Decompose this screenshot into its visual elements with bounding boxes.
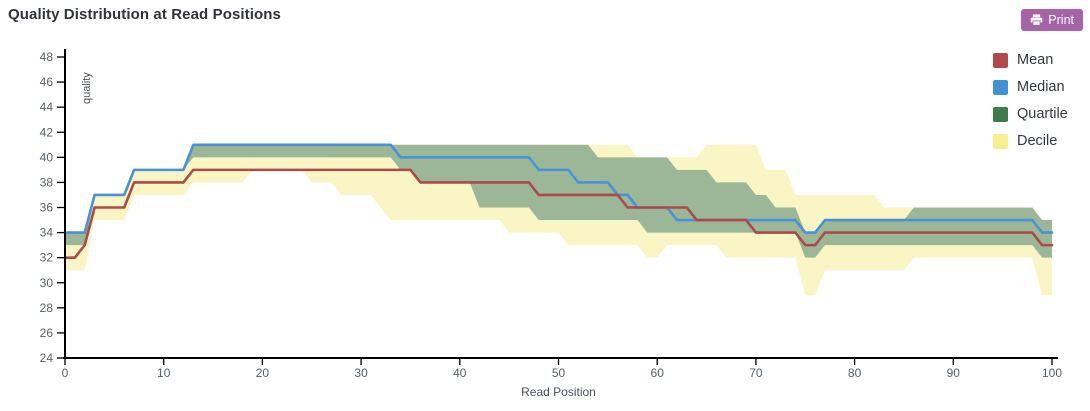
- x-tick-label: 100: [1042, 366, 1062, 380]
- quartile-band: [65, 144, 1052, 258]
- x-tick-label: 40: [453, 366, 467, 380]
- y-tick-label: 38: [40, 175, 54, 189]
- y-tick-label: 40: [40, 150, 54, 164]
- legend-label: Mean: [1017, 52, 1054, 68]
- y-axis-title: quality: [81, 72, 93, 104]
- y-tick-label: 34: [40, 226, 54, 240]
- print-button-label: Print: [1048, 13, 1074, 27]
- x-tick-label: 50: [552, 366, 566, 380]
- x-tick-label: 60: [651, 366, 665, 380]
- x-tick-label: 70: [749, 366, 763, 380]
- page-title: Quality Distribution at Read Positions: [8, 6, 281, 23]
- x-tick-label: 10: [157, 366, 171, 380]
- legend-item-mean[interactable]: Mean: [993, 53, 1068, 68]
- legend-label: Decile: [1017, 133, 1058, 149]
- x-axis-title: Read Position: [521, 385, 596, 399]
- legend-item-quartile[interactable]: Quartile: [993, 107, 1068, 122]
- y-tick-label: 32: [40, 251, 54, 265]
- x-tick-label: 20: [256, 366, 270, 380]
- y-tick-label: 28: [40, 301, 54, 315]
- print-button[interactable]: Print: [1021, 9, 1083, 31]
- y-tick-label: 26: [40, 326, 54, 340]
- y-tick-label: 24: [40, 351, 54, 365]
- legend-swatch-quartile: [993, 107, 1008, 122]
- x-tick-label: 0: [62, 366, 69, 380]
- y-tick-label: 48: [40, 50, 54, 64]
- x-tick-label: 90: [947, 366, 961, 380]
- mean-line: [63, 168, 1054, 259]
- y-tick-label: 36: [40, 201, 54, 215]
- legend-swatch-decile: [993, 134, 1008, 149]
- legend-item-decile[interactable]: Decile: [993, 134, 1068, 149]
- chart-legend: Mean Median Quartile Decile: [993, 53, 1068, 149]
- legend-item-median[interactable]: Median: [993, 80, 1068, 95]
- y-tick-label: 44: [40, 100, 54, 114]
- x-tick-label: 30: [354, 366, 368, 380]
- legend-label: Quartile: [1017, 106, 1068, 122]
- x-tick-label: 80: [848, 366, 862, 380]
- y-tick-label: 42: [40, 125, 54, 139]
- legend-swatch-mean: [993, 53, 1008, 68]
- printer-icon: [1030, 14, 1043, 26]
- legend-label: Median: [1017, 79, 1065, 95]
- y-tick-label: 46: [40, 75, 54, 89]
- legend-swatch-median: [993, 80, 1008, 95]
- y-tick-label: 30: [40, 276, 54, 290]
- median-line: [63, 143, 1054, 234]
